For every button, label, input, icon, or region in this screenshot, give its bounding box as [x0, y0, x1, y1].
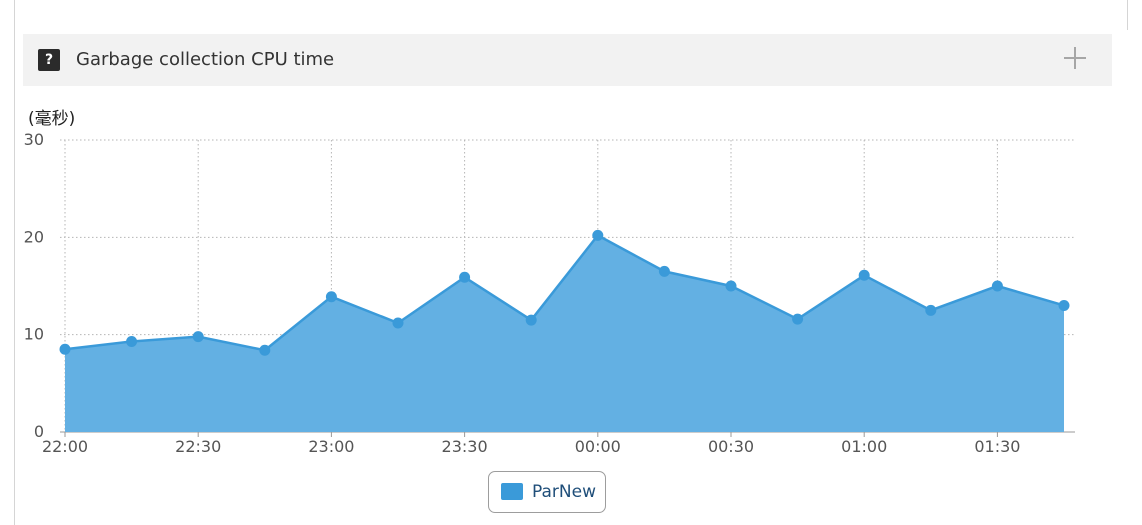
- data-point: [525, 314, 537, 326]
- x-tick-label: 23:00: [308, 437, 354, 456]
- panel-title: Garbage collection CPU time: [76, 49, 335, 70]
- data-point: [658, 265, 670, 277]
- panel-border-right: [1127, 0, 1128, 30]
- data-point: [592, 229, 604, 241]
- panel-border-left: [14, 0, 15, 525]
- data-point: [725, 280, 737, 292]
- x-tick-label: 01:30: [974, 437, 1020, 456]
- y-tick-label: 0: [34, 422, 44, 441]
- data-point: [325, 291, 337, 303]
- y-tick-label: 20: [24, 227, 44, 246]
- legend-swatch: [501, 483, 523, 500]
- data-point: [1058, 299, 1070, 311]
- x-tick-label: 22:30: [175, 437, 221, 456]
- data-point: [259, 344, 271, 356]
- y-tick-label: 10: [24, 325, 44, 344]
- data-point: [392, 317, 404, 329]
- series-line-parnew: [64, 233, 1065, 352]
- y-tick-label: 30: [24, 130, 44, 149]
- data-point: [858, 269, 870, 281]
- y-axis-unit-label: (毫秒): [28, 109, 76, 129]
- data-point: [991, 280, 1003, 292]
- x-tick-label: 22:00: [42, 437, 88, 456]
- data-point: [192, 331, 204, 343]
- legend-label: ParNew: [532, 482, 596, 502]
- x-tick-label: 00:30: [708, 437, 754, 456]
- question-mark-icon[interactable]: ?: [38, 49, 60, 71]
- x-tick-label: 00:00: [575, 437, 621, 456]
- panel-header: ? Garbage collection CPU time: [23, 34, 1112, 86]
- x-tick-label: 01:00: [841, 437, 887, 456]
- plus-icon[interactable]: [1062, 45, 1088, 71]
- data-point: [59, 343, 71, 355]
- data-point: [126, 335, 138, 347]
- series-area-parnew: [65, 235, 1064, 432]
- legend-item-parnew[interactable]: ParNew: [488, 471, 606, 513]
- data-point: [792, 313, 804, 325]
- data-point: [459, 271, 471, 283]
- x-tick-label: 23:30: [442, 437, 488, 456]
- data-point: [925, 304, 937, 316]
